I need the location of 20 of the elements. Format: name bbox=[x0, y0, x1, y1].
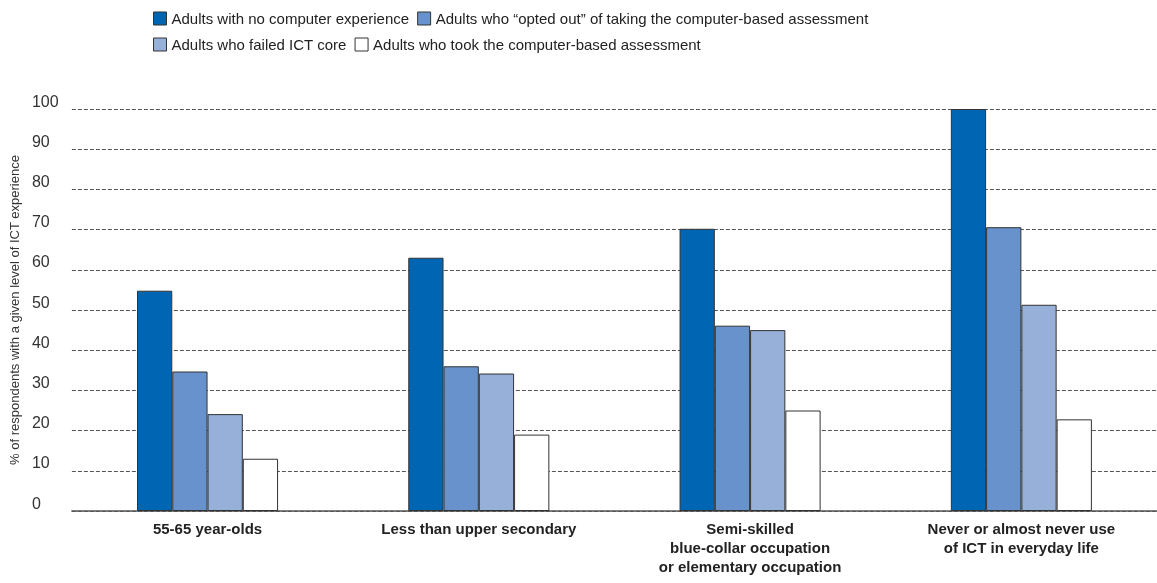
y-axis-title: % of respondents with a given level of ICT experience bbox=[7, 155, 22, 465]
y-tick-label: 70 bbox=[31, 213, 50, 231]
x-tick-label: Never or almost never use of ICT in everyday life bbox=[927, 520, 1116, 556]
y-tick-label: 60 bbox=[31, 253, 50, 271]
y-tick-label: 10 bbox=[31, 454, 50, 472]
y-tick-label: 0 bbox=[31, 494, 41, 512]
legend-label: Adults who “opted out” of taking the computer-based assessment bbox=[435, 10, 870, 27]
y-tick-label: 20 bbox=[31, 414, 50, 432]
y-tick-label: 90 bbox=[31, 132, 50, 150]
x-tick-label: 55-65 year-olds bbox=[152, 520, 263, 537]
y-tick-label: 30 bbox=[31, 373, 50, 391]
legend-label: Adults who took the computer-based assessment bbox=[373, 36, 702, 53]
legend-label: Adults who failed ICT core bbox=[171, 36, 347, 53]
legend-label: Adults with no computer experience bbox=[171, 10, 410, 27]
y-tick-label: 40 bbox=[31, 333, 50, 351]
y-tick-label: 80 bbox=[31, 172, 50, 190]
x-tick-label: Semi-skilled blue-collar occupation or elementary occupation bbox=[658, 520, 842, 575]
y-tick-label: 100 bbox=[31, 92, 59, 110]
x-tick-label: Less than upper secondary bbox=[381, 520, 577, 537]
y-tick-label: 50 bbox=[31, 293, 50, 311]
